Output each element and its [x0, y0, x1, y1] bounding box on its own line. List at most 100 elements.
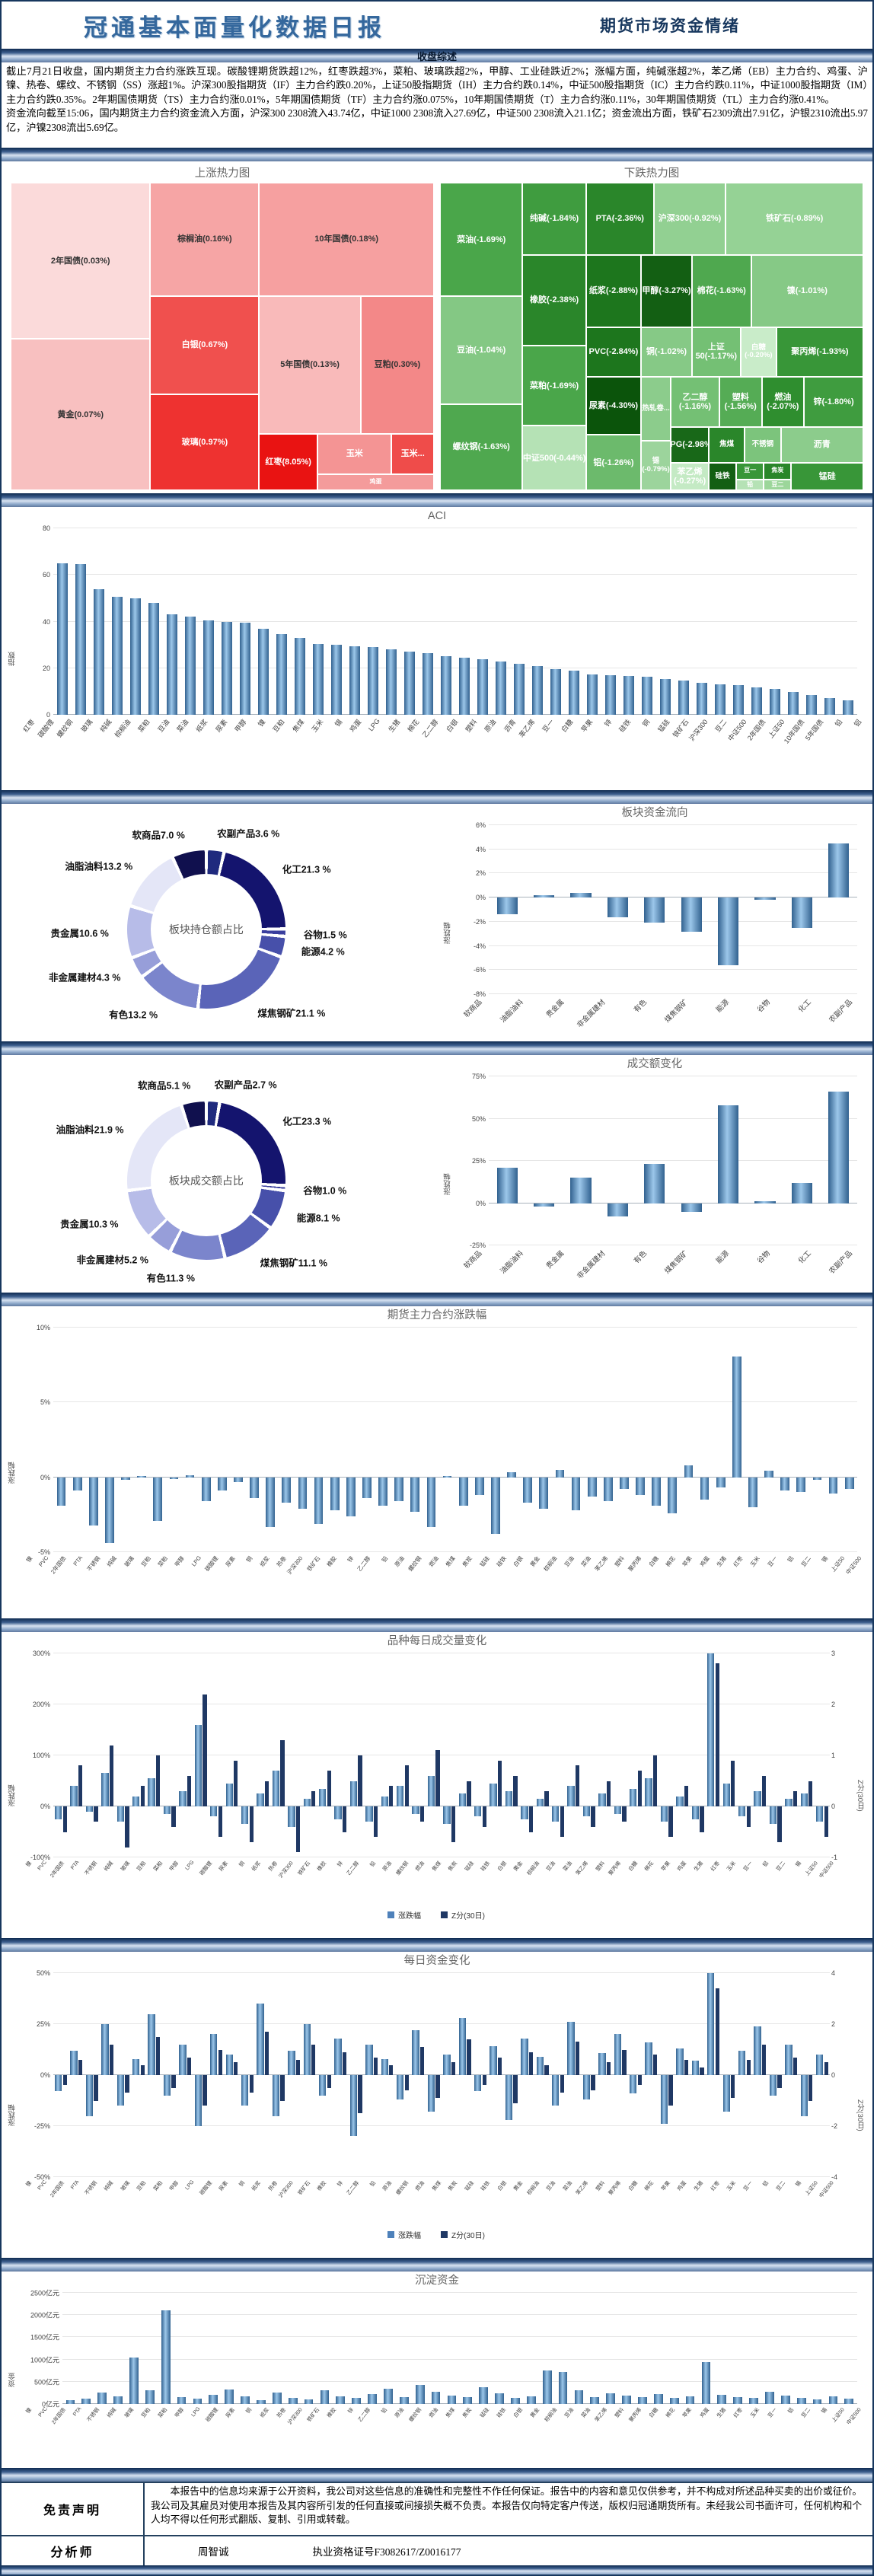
x-tick-label: 塑料: [613, 1554, 627, 1568]
chart-part: 软商品: [454, 1245, 495, 1290]
chart-part: 焦煤: [442, 1552, 458, 1613]
x-tick-label: 原油: [393, 1554, 407, 1568]
chart-part: 原油: [391, 2404, 407, 2465]
chart-part: 塑料: [611, 2404, 627, 2465]
chart-part: 白银: [509, 1552, 526, 1613]
bar: [194, 2075, 203, 2126]
bar: [792, 2057, 798, 2075]
bar: [458, 1477, 468, 1506]
x-tick-label: 棉花: [644, 2180, 655, 2192]
bar: [249, 1806, 254, 1842]
y-tick-label: -5%: [37, 1548, 50, 1556]
bar-cell: [309, 528, 327, 715]
x-tick-label: PVC: [37, 2179, 48, 2192]
gridline: [53, 1972, 830, 1973]
chart-part: 生猪: [690, 1857, 706, 1906]
legend-item: 涨跌幅: [387, 1909, 421, 1921]
x-tick-label: 硅铁: [480, 2180, 492, 2192]
chart-part: 油脂油料: [495, 1245, 536, 1290]
chart-part: 原油: [480, 715, 499, 787]
x-tick-label: 玻璃: [123, 2407, 135, 2419]
x-axis: 软商品 油脂油料 贵金属 非金属建材 有色 煤焦钢矿 能源 谷物 化工 农副产品: [454, 1245, 865, 1290]
bar-cell: [710, 1076, 746, 1245]
x-tick-label: 菜油: [579, 1554, 592, 1568]
bar-cell: [126, 2293, 142, 2404]
chart-legend: 涨跌幅 Z分(30日): [18, 2226, 854, 2243]
bar: [358, 2075, 362, 2114]
bar: [490, 2046, 497, 2075]
x-tick-label: 纸浆: [251, 2180, 263, 2192]
x-tick-label: 棉花: [406, 718, 421, 734]
x-tick-label: 乙二醇: [356, 1554, 372, 1573]
bar-cell: [199, 528, 218, 715]
bar: [447, 2395, 457, 2404]
bar-cell: [85, 1973, 100, 2177]
bar: [70, 1786, 78, 1806]
x-tick-label: 贵金属: [544, 1249, 566, 1271]
bar-cell: [410, 1973, 426, 2177]
bar: [362, 1477, 372, 1499]
bar: [210, 1806, 218, 1817]
x-tick-label: 豆油: [563, 2407, 575, 2419]
chart-part: 焦煤: [442, 2404, 458, 2465]
x-tick-label: 菜粕: [152, 1860, 164, 1873]
bar: [334, 2038, 342, 2075]
treemap-cell: LPG(-2.98%): [671, 427, 710, 463]
chart-part: 乙二醇: [346, 1857, 362, 1906]
bar: [749, 2398, 758, 2404]
bar: [272, 2075, 280, 2116]
bar: [653, 2055, 658, 2075]
bar: [349, 1781, 358, 1806]
bar-cell: [825, 1328, 841, 1552]
bar: [684, 1786, 689, 1806]
treemap-cell: 塑料(-1.56%): [719, 376, 762, 428]
bar-cell: [520, 1328, 536, 1552]
chart-part: 热卷: [273, 1552, 289, 1613]
chart-part: 燃油: [411, 2177, 428, 2226]
chart-part: 鸡蛋: [674, 2177, 690, 2226]
right-tick-label: 2: [831, 2020, 836, 2028]
chart-part: LPG: [187, 1552, 204, 1613]
chart-part: 黄金: [526, 1552, 543, 1613]
bar: [769, 2075, 777, 2096]
bar-cell: [768, 1653, 783, 1857]
bar-cell: [761, 1328, 777, 1552]
bar: [718, 1105, 739, 1204]
bar: [544, 2064, 549, 2075]
treemap-cell: 镍(-1.01%): [751, 254, 863, 327]
x-tick-label: 锡: [821, 2407, 829, 2415]
bar-cell: [218, 528, 236, 715]
bar-cell: [555, 2293, 571, 2404]
x-tick-label: PTA: [70, 1860, 81, 1871]
closing-summary: 截止7月21日收盘，国内期货主力合约涨跌互现。碳酸锂期货跌超12%，红枣跌超3%…: [2, 62, 872, 148]
y-tick-label: -8%: [473, 990, 486, 998]
bar-cell: [365, 2293, 381, 2404]
chart-part: 2年国债: [746, 715, 768, 787]
x-tick-label: 聚丙烯: [627, 1554, 643, 1573]
bar: [225, 1783, 233, 1806]
right-tick-label: 1: [831, 1752, 836, 1759]
x-tick-label: 玉米: [726, 1860, 738, 1873]
bar-cell: [799, 1973, 815, 2177]
chart-part: 焦煤: [428, 1857, 445, 1906]
bar: [598, 1793, 606, 1806]
bar: [404, 652, 415, 715]
gridline: [53, 1551, 857, 1552]
bar-cell: [158, 2293, 174, 2404]
bar-cell: [209, 1973, 224, 2177]
bar: [614, 1806, 622, 1815]
bar-cell: [395, 1653, 410, 1857]
bar: [738, 2050, 746, 2075]
bar-cell: [713, 1328, 729, 1552]
x-tick-label: 生猪: [716, 2407, 727, 2419]
bar: [536, 2056, 544, 2075]
chart-part: 10% 5% 0% -5% 镍 PVC 2年国债 PTA 不锈钢 纯碱 玻璃 豆粕 菜粕 甲醇 LPG 碳酸锂…: [18, 1324, 865, 1618]
x-tick-label: 热卷: [267, 2180, 279, 2192]
bar-cell: [209, 1653, 224, 1857]
bar: [660, 678, 671, 715]
chart-part: 铁矿石: [305, 1552, 323, 1613]
bar: [295, 637, 305, 715]
bar-cell: [110, 2293, 126, 2404]
bar: [761, 2044, 767, 2075]
bar: [785, 2044, 792, 2075]
